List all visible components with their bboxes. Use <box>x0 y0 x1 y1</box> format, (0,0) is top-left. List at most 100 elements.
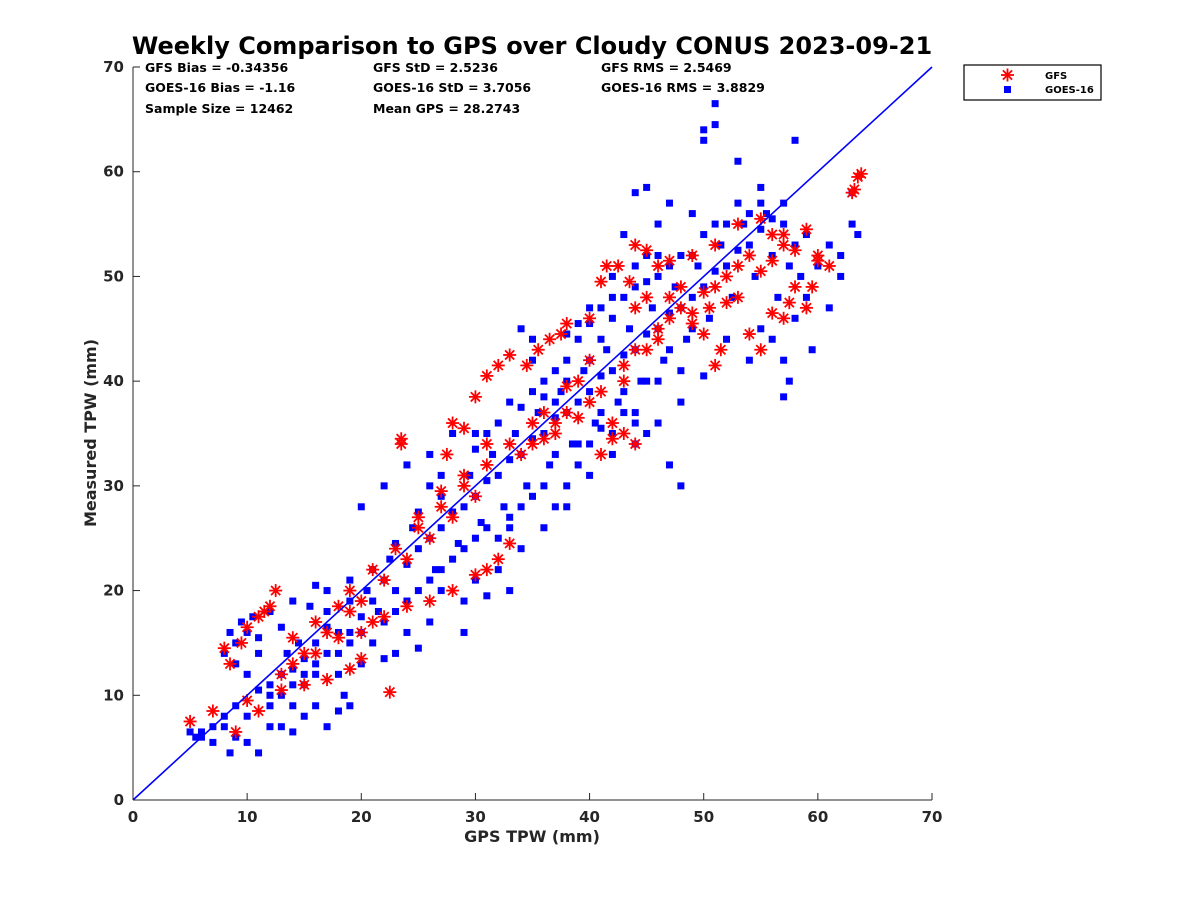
data-point-gfs <box>520 358 534 372</box>
data-point-goes16 <box>574 461 582 469</box>
data-point-goes16 <box>665 461 673 469</box>
legend-box <box>963 64 1102 101</box>
data-point-gfs <box>354 652 368 666</box>
y-tick-label: 10 <box>103 686 124 704</box>
data-point-goes16 <box>626 325 634 333</box>
data-point-gfs <box>662 254 676 268</box>
data-point-goes16 <box>460 628 468 636</box>
data-point-goes16 <box>369 639 377 647</box>
reference-line <box>132 66 933 801</box>
data-point-goes16 <box>426 450 434 458</box>
data-point-goes16 <box>483 430 491 437</box>
stat-goes-std: GOES-16 StD = 3.7056 <box>373 80 531 95</box>
data-point-goes16 <box>723 335 731 343</box>
data-point-gfs <box>594 447 608 461</box>
data-point-goes16 <box>711 267 719 275</box>
data-point-goes16 <box>757 325 765 333</box>
data-point-goes16 <box>449 555 457 563</box>
data-point-goes16 <box>643 377 651 385</box>
data-point-gfs <box>617 427 631 440</box>
data-point-gfs <box>640 343 654 357</box>
data-point-goes16 <box>483 592 491 600</box>
data-point-goes16 <box>489 450 497 458</box>
data-point-gfs <box>274 683 288 697</box>
data-point-goes16 <box>586 304 594 312</box>
data-point-goes16 <box>654 272 662 280</box>
data-point-gfs <box>583 311 597 325</box>
data-point-gfs <box>491 552 505 566</box>
data-point-goes16 <box>808 346 816 354</box>
data-point-gfs <box>799 301 813 315</box>
data-point-goes16 <box>574 398 582 406</box>
data-point-goes16 <box>306 602 314 610</box>
data-point-gfs <box>400 552 414 566</box>
data-point-goes16 <box>255 686 263 694</box>
data-point-goes16 <box>414 587 422 595</box>
data-point-goes16 <box>454 539 462 547</box>
data-point-gfs <box>217 641 231 655</box>
data-point-gfs <box>320 625 334 639</box>
data-point-gfs <box>560 379 574 393</box>
data-point-gfs <box>480 369 494 383</box>
data-point-gfs <box>394 437 408 451</box>
data-point-goes16 <box>546 461 554 469</box>
data-point-goes16 <box>620 293 628 301</box>
data-point-goes16 <box>506 513 514 521</box>
data-point-goes16 <box>563 356 571 364</box>
data-point-goes16 <box>774 293 782 301</box>
data-point-goes16 <box>346 628 354 636</box>
data-point-goes16 <box>357 613 365 621</box>
data-point-goes16 <box>751 272 759 280</box>
data-point-gfs <box>662 290 676 304</box>
data-point-gfs <box>503 348 517 362</box>
data-point-goes16 <box>648 304 656 312</box>
data-point-goes16 <box>557 388 565 396</box>
data-point-gfs <box>708 358 722 372</box>
data-point-goes16 <box>346 702 354 710</box>
data-point-goes16 <box>266 681 274 689</box>
data-point-goes16 <box>665 346 673 354</box>
data-point-gfs <box>234 636 248 650</box>
data-point-goes16 <box>608 293 616 301</box>
data-point-gfs <box>651 332 665 346</box>
data-point-gfs <box>685 306 699 320</box>
data-point-goes16 <box>334 649 342 657</box>
data-point-gfs <box>274 667 288 681</box>
data-point-gfs <box>183 714 197 728</box>
data-point-goes16 <box>494 534 502 542</box>
data-point-goes16 <box>665 199 673 207</box>
data-point-goes16 <box>426 482 434 490</box>
data-point-goes16 <box>620 409 628 417</box>
data-point-goes16 <box>266 691 274 699</box>
data-point-goes16 <box>608 450 616 458</box>
data-point-goes16 <box>186 728 194 736</box>
data-point-goes16 <box>197 728 205 736</box>
data-point-gfs <box>560 317 574 331</box>
data-point-goes16 <box>460 597 468 605</box>
data-point-gfs <box>286 657 300 671</box>
x-tick-label: 0 <box>128 808 138 826</box>
data-point-gfs <box>714 343 728 357</box>
data-point-gfs <box>457 421 471 435</box>
x-tick-label: 10 <box>237 808 258 826</box>
stat-goes-rms: GOES-16 RMS = 3.8829 <box>601 80 765 95</box>
legend-gfs-label: GFS <box>1045 71 1067 82</box>
data-point-gfs <box>309 615 323 629</box>
data-point-gfs <box>446 584 460 598</box>
data-point-goes16 <box>426 618 434 626</box>
data-point-goes16 <box>529 388 536 396</box>
data-point-goes16 <box>654 377 662 385</box>
data-point-goes16 <box>608 367 616 375</box>
stats-block: GFS Bias = -0.34356 GFS StD = 2.5236 GFS… <box>145 60 765 116</box>
data-point-gfs <box>674 301 688 315</box>
data-point-goes16 <box>757 199 765 207</box>
data-point-gfs <box>548 416 562 430</box>
data-point-goes16 <box>688 210 696 218</box>
data-point-gfs <box>742 327 756 341</box>
data-point-goes16 <box>580 367 588 375</box>
data-point-gfs <box>297 646 311 660</box>
data-point-goes16 <box>500 503 508 511</box>
y-axis-label: Measured TPW (mm) <box>81 339 100 527</box>
data-point-gfs <box>457 468 471 482</box>
data-point-goes16 <box>414 644 422 652</box>
